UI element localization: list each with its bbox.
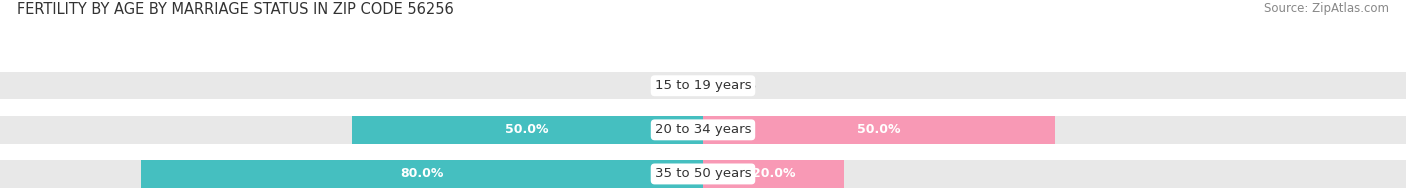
Bar [141,160,703,188]
Bar [352,116,703,143]
Bar [0,116,703,143]
Bar [0,160,703,188]
Text: 50.0%: 50.0% [506,123,548,136]
Text: Source: ZipAtlas.com: Source: ZipAtlas.com [1264,2,1389,15]
Bar [703,116,1406,143]
Text: FERTILITY BY AGE BY MARRIAGE STATUS IN ZIP CODE 56256: FERTILITY BY AGE BY MARRIAGE STATUS IN Z… [17,2,454,17]
Text: 80.0%: 80.0% [401,167,443,181]
Text: 0.0%: 0.0% [650,79,682,92]
Text: 20 to 34 years: 20 to 34 years [655,123,751,136]
Bar [703,72,1406,99]
Text: 0.0%: 0.0% [724,79,756,92]
Bar [703,116,1054,143]
Text: 50.0%: 50.0% [858,123,900,136]
Text: 35 to 50 years: 35 to 50 years [655,167,751,181]
Bar [0,72,703,99]
Bar [703,160,844,188]
Text: 15 to 19 years: 15 to 19 years [655,79,751,92]
Text: 20.0%: 20.0% [752,167,794,181]
Bar [703,160,1406,188]
